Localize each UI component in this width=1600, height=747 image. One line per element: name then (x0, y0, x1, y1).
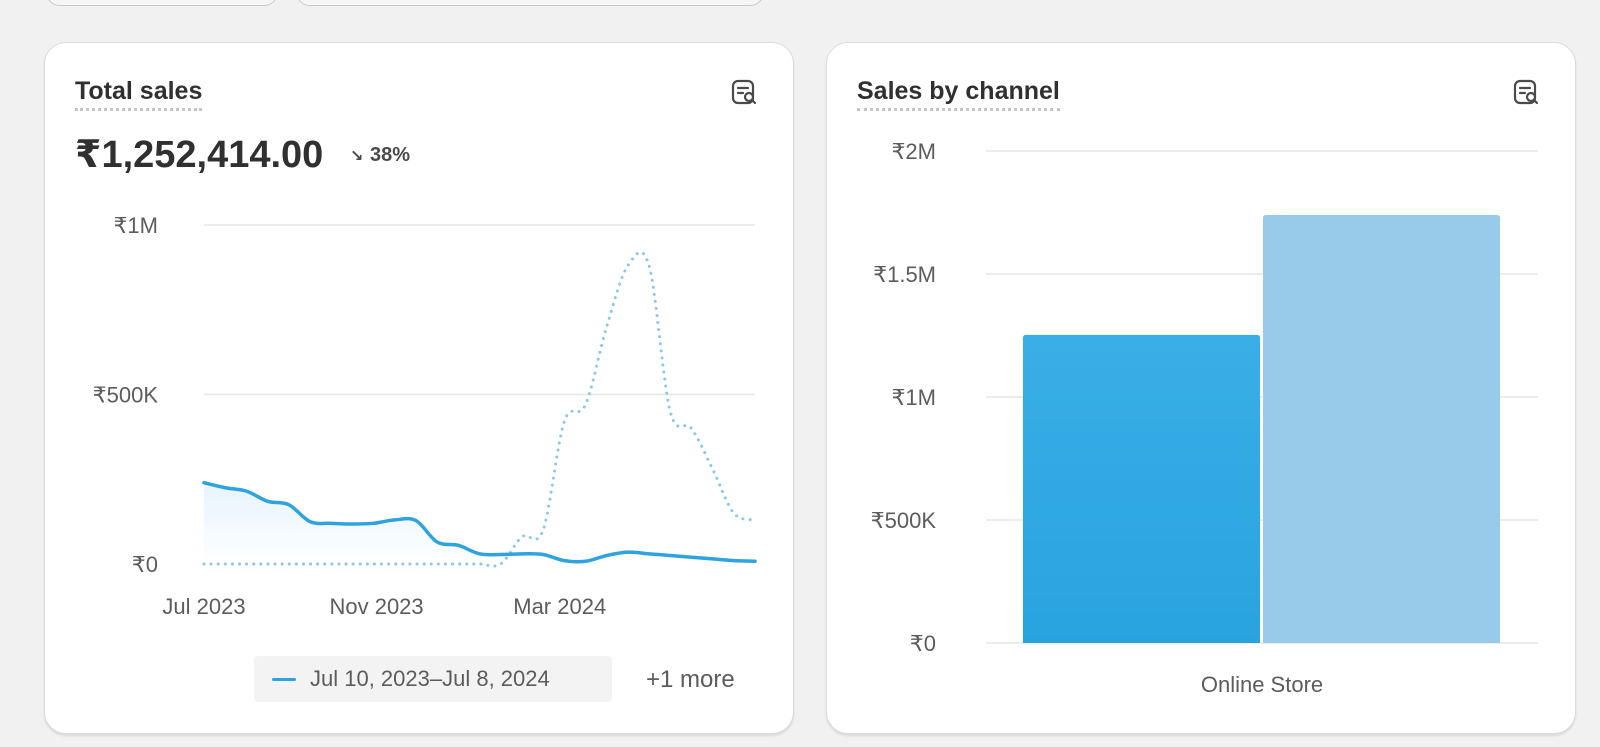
chart-explore-icon[interactable] (730, 78, 758, 106)
arrow-down-right-icon: ↘ (350, 148, 364, 165)
legend-label: Jul 10, 2023–Jul 8, 2024 (310, 666, 550, 691)
total-sales-title[interactable]: Total sales (75, 76, 203, 111)
sales-change-percent: 38% (370, 144, 411, 166)
comparison-filter-button[interactable] (296, 0, 764, 6)
legend-item-current-period[interactable]: Jul 10, 2023–Jul 8, 2024 (254, 656, 612, 702)
date-range-filter-button[interactable] (46, 0, 278, 6)
legend-line-swatch (272, 678, 296, 681)
legend-more-button[interactable]: +1 more (646, 666, 735, 693)
chart-explore-icon[interactable] (1512, 78, 1540, 106)
sales-by-channel-card (826, 42, 1576, 734)
total-sales-value: ₹1,252,414.00 (75, 134, 324, 176)
sales-by-channel-title[interactable]: Sales by channel (857, 76, 1060, 111)
